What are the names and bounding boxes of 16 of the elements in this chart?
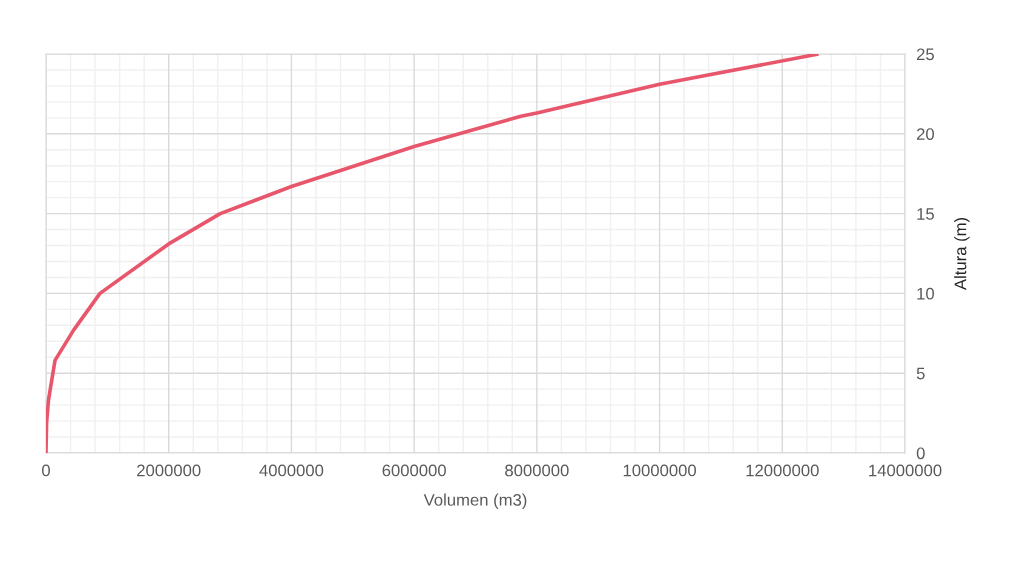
x-axis-title: Volumen (m3) [423, 493, 527, 510]
x-tick-label: 2000000 [137, 464, 201, 477]
y-tick-label: 5 [916, 367, 925, 380]
y-axis-title: Altura (m) [954, 217, 970, 291]
y-tick-label: 10 [917, 287, 935, 300]
y-tick-label: 20 [916, 128, 935, 140]
x-tick-label: 0 [42, 464, 50, 477]
y-tick-label: 15 [917, 208, 934, 220]
x-tick-label: 6000000 [382, 464, 446, 477]
x-tick-label: 14000000 [869, 464, 942, 477]
y-tick-label: 25 [916, 48, 934, 61]
x-tick-label: 12000000 [746, 464, 819, 477]
y-tick-label: 0 [916, 447, 925, 460]
x-tick-label: 10000000 [623, 464, 697, 477]
x-tick-label: 4000000 [259, 464, 324, 477]
x-tick-label: 8000000 [505, 464, 569, 477]
